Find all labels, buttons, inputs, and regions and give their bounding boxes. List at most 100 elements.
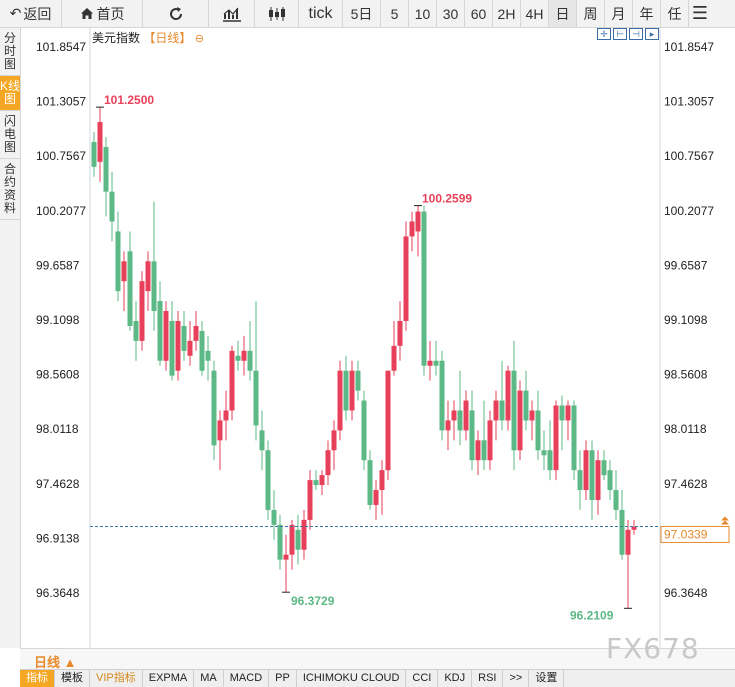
indicator-tab[interactable]: ICHIMOKU CLOUD (297, 670, 407, 687)
indicator-tab[interactable]: PP (269, 670, 297, 687)
y-tick-label-left: 101.8547 (36, 40, 86, 54)
period-button[interactable]: 周 (577, 0, 605, 27)
candle-body (421, 211, 427, 366)
candle-body (271, 509, 277, 525)
candle-body (481, 440, 487, 461)
candle-body (409, 221, 415, 237)
candle-body (535, 410, 541, 451)
refresh-button[interactable] (143, 0, 209, 27)
candle-type-button[interactable] (255, 0, 299, 27)
indicator-tab[interactable]: CCI (406, 670, 439, 687)
y-tick-label-left: 98.5608 (36, 368, 80, 382)
candle-body (139, 281, 145, 341)
candle-body (613, 490, 619, 510)
candle-body (337, 370, 343, 431)
candle-body (631, 526, 637, 530)
period-button[interactable]: 月 (605, 0, 633, 27)
y-tick-label-right: 100.7567 (664, 149, 714, 163)
candle-body (475, 440, 481, 461)
zoom-out-icon[interactable]: ⊖ (194, 33, 204, 45)
y-tick-label-right: 100.2077 (664, 204, 714, 218)
chart-type-button[interactable] (209, 0, 255, 27)
sidebar-item[interactable]: 闪电图 (0, 111, 20, 159)
period-button[interactable]: 任 (661, 0, 689, 27)
candle-body (277, 524, 283, 560)
indicator-tab[interactable]: MA (194, 670, 224, 687)
back-button[interactable]: ↶ 返回 (0, 0, 62, 27)
extreme-label: 96.3729 (291, 594, 335, 608)
indicator-tab[interactable]: KDJ (438, 670, 473, 687)
back-label: 返回 (23, 5, 52, 22)
home-label: 首页 (96, 5, 125, 22)
candle-body (445, 420, 451, 431)
current-price-arrow-icon (721, 516, 729, 525)
period-button[interactable]: 年 (633, 0, 661, 27)
period-button[interactable]: 5日 (343, 0, 381, 27)
fit-right-icon[interactable]: ⊣ (629, 28, 643, 40)
candle-body (523, 390, 529, 421)
current-price-box (660, 525, 730, 543)
candle-body (223, 410, 229, 421)
home-button[interactable]: 首页 (62, 0, 143, 27)
candle-body (205, 350, 211, 361)
y-tick-label-left: 96.3648 (36, 586, 80, 600)
y-tick-label-right: 101.8547 (664, 40, 714, 54)
candle-body (487, 420, 493, 461)
candle-body (301, 519, 307, 550)
y-tick-label-right: 99.6587 (664, 258, 708, 272)
indicator-tab[interactable]: MACD (224, 670, 270, 687)
candle-body (289, 524, 295, 555)
y-tick-label-left: 99.1098 (36, 313, 80, 327)
chart-title: 美元指数 【日线】 ⊖ (92, 29, 204, 46)
current-price-label: 97.0339 (664, 527, 708, 541)
candle-body (403, 236, 409, 321)
y-tick-label-right: 99.1098 (664, 313, 708, 327)
candle-body (211, 370, 217, 446)
period-label[interactable]: 日线 ▲ (34, 655, 77, 670)
indicator-tab[interactable]: 指标 (20, 670, 55, 687)
period-button[interactable]: 10 (409, 0, 437, 27)
candle-body (313, 480, 319, 486)
home-icon (80, 7, 94, 20)
period-button[interactable]: 30 (437, 0, 465, 27)
candle-body (433, 360, 439, 366)
candle-body (97, 122, 103, 162)
period-button[interactable]: 2H (493, 0, 521, 27)
sidebar-item[interactable]: 分时图 (0, 28, 20, 76)
period-button[interactable]: 4H (521, 0, 549, 27)
candle-body (583, 450, 589, 491)
fit-left-icon[interactable]: ⊢ (613, 28, 627, 40)
candle-body (565, 405, 571, 421)
indicator-tab[interactable]: VIP指标 (90, 670, 143, 687)
menu-icon[interactable]: ☰ (691, 3, 709, 23)
indicator-tab[interactable]: >> (503, 670, 530, 687)
period-button[interactable]: 日 (549, 0, 577, 27)
candle-body (325, 450, 331, 476)
candle-body (127, 251, 133, 326)
candle-body (391, 345, 397, 371)
indicator-tab[interactable]: RSI (472, 670, 504, 687)
y-tick-label-right: 98.0118 (664, 422, 707, 436)
y-tick-label-right: 98.5608 (664, 368, 708, 382)
indicator-tab[interactable]: 模板 (55, 670, 90, 687)
candle-body (367, 460, 373, 505)
sidebar: 分时图 K线图 闪电图 合约资料 (0, 28, 21, 648)
y-tick-label-right: 97.4628 (664, 477, 708, 491)
indicator-tab[interactable]: 设置 (529, 670, 565, 687)
candle-body (157, 301, 163, 361)
sidebar-item[interactable]: K线图 (0, 76, 20, 111)
candle-body (397, 320, 403, 346)
y-tick-label-left: 101.3057 (36, 95, 86, 109)
candle-body (595, 460, 601, 500)
period-button[interactable]: 60 (465, 0, 493, 27)
candle-body (517, 390, 523, 451)
scroll-right-icon[interactable]: ▸ (645, 28, 659, 40)
candle-body (145, 261, 151, 292)
expand-icon[interactable]: ✛ (597, 28, 611, 40)
indicator-tab[interactable]: EXPMA (143, 670, 195, 687)
y-tick-label-left: 97.4628 (36, 477, 80, 491)
tick-button[interactable]: tick (299, 0, 343, 27)
sidebar-item[interactable]: 合约资料 (0, 159, 20, 220)
period-button[interactable]: 5 (381, 0, 409, 27)
extreme-label: 96.2109 (570, 608, 614, 622)
